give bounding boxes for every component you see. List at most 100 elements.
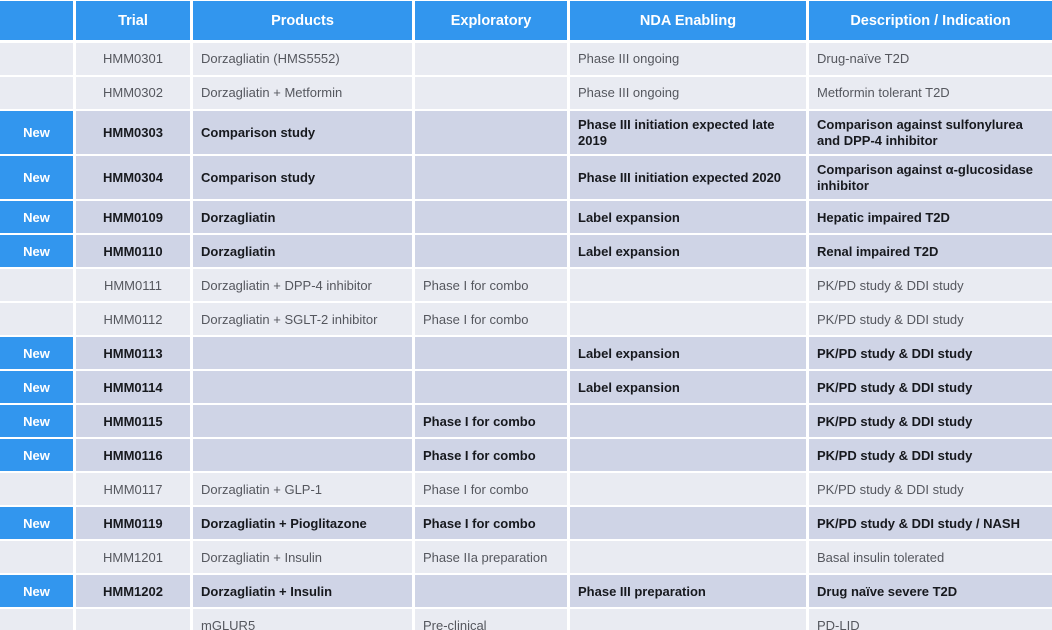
table-header: Trial Products Exploratory NDA Enabling … — [0, 1, 1052, 43]
nda-cell — [570, 541, 809, 576]
products-cell: Dorzagliatin + Insulin — [193, 575, 415, 610]
new-badge: New — [23, 209, 50, 225]
column-header-products: Products — [193, 1, 415, 43]
description-cell: PK/PD study & DDI study / NASH — [809, 507, 1052, 542]
trial-cell: HMM0119 — [76, 507, 193, 542]
products-cell: Dorzagliatin + Insulin — [193, 541, 415, 576]
column-header-new — [0, 1, 76, 43]
description-cell: PD-LID — [809, 609, 1052, 630]
description-cell: Basal insulin tolerated — [809, 541, 1052, 576]
description-cell: PK/PD study & DDI study — [809, 439, 1052, 474]
products-cell — [193, 439, 415, 474]
nda-cell: Label expansion — [570, 235, 809, 270]
header-row: Trial Products Exploratory NDA Enabling … — [0, 1, 1052, 43]
table-row: HMM1201 Dorzagliatin + Insulin Phase IIa… — [0, 541, 1052, 576]
new-badge: New — [23, 169, 50, 185]
nda-cell — [570, 439, 809, 474]
nda-cell: Phase III preparation — [570, 575, 809, 610]
table-row: HMM0111 Dorzagliatin + DPP-4 inhibitor P… — [0, 269, 1052, 304]
trial-cell: HMM0115 — [76, 405, 193, 440]
exploratory-cell: Phase I for combo — [415, 473, 570, 508]
description-cell: PK/PD study & DDI study — [809, 473, 1052, 508]
trial-cell: HMM0302 — [76, 77, 193, 111]
column-header-nda-enabling: NDA Enabling — [570, 1, 809, 43]
table-row: HMM0112 Dorzagliatin + SGLT-2 inhibitor … — [0, 303, 1052, 338]
exploratory-cell — [415, 235, 570, 270]
nda-cell: Phase III initiation expected late 2019 — [570, 111, 809, 157]
nda-cell — [570, 609, 809, 630]
new-badge: New — [23, 515, 50, 531]
new-badge-cell: New — [0, 371, 76, 406]
description-cell: PK/PD study & DDI study — [809, 405, 1052, 440]
table-row: New HMM0119 Dorzagliatin + Pioglitazone … — [0, 507, 1052, 542]
exploratory-cell: Pre-clinical — [415, 609, 570, 630]
table-row: New HMM1202 Dorzagliatin + Insulin Phase… — [0, 575, 1052, 610]
nda-cell: Label expansion — [570, 371, 809, 406]
nda-cell — [570, 473, 809, 508]
exploratory-cell — [415, 337, 570, 372]
new-badge: New — [23, 583, 50, 599]
description-cell: Drug-naïve T2D — [809, 43, 1052, 77]
description-cell: PK/PD study & DDI study — [809, 303, 1052, 338]
exploratory-cell — [415, 111, 570, 157]
exploratory-cell — [415, 575, 570, 610]
table-row: New HMM0114 Label expansion PK/PD study … — [0, 371, 1052, 406]
description-cell: Comparison against sulfonylurea and DPP-… — [809, 111, 1052, 157]
trial-cell: HMM0114 — [76, 371, 193, 406]
exploratory-cell: Phase I for combo — [415, 507, 570, 542]
products-cell: Comparison study — [193, 111, 415, 157]
products-cell: Comparison study — [193, 156, 415, 202]
description-cell: Metformin tolerant T2D — [809, 77, 1052, 111]
trial-cell: HMM1201 — [76, 541, 193, 576]
table-row: New HMM0113 Label expansion PK/PD study … — [0, 337, 1052, 372]
new-badge-cell — [0, 541, 76, 576]
table-row: HMM0117 Dorzagliatin + GLP-1 Phase I for… — [0, 473, 1052, 508]
nda-cell: Phase III ongoing — [570, 43, 809, 77]
products-cell: mGLUR5 — [193, 609, 415, 630]
exploratory-cell: Phase I for combo — [415, 269, 570, 304]
trial-cell: HMM0117 — [76, 473, 193, 508]
column-header-exploratory: Exploratory — [415, 1, 570, 43]
table-row: New HMM0116 Phase I for combo PK/PD stud… — [0, 439, 1052, 474]
table-row: New HMM0303 Comparison study Phase III i… — [0, 111, 1052, 157]
new-badge-cell — [0, 473, 76, 508]
table-row: HMM0302 Dorzagliatin + Metformin Phase I… — [0, 77, 1052, 111]
new-badge-cell: New — [0, 201, 76, 236]
table-row: HMM0301 Dorzagliatin (HMS5552) Phase III… — [0, 43, 1052, 77]
products-cell: Dorzagliatin + Metformin — [193, 77, 415, 111]
products-cell: Dorzagliatin + SGLT-2 inhibitor — [193, 303, 415, 338]
products-cell: Dorzagliatin + Pioglitazone — [193, 507, 415, 542]
products-cell — [193, 337, 415, 372]
new-badge-cell: New — [0, 111, 76, 157]
new-badge: New — [23, 345, 50, 361]
products-cell: Dorzagliatin + GLP-1 — [193, 473, 415, 508]
exploratory-cell: Phase I for combo — [415, 303, 570, 338]
table-row: New HMM0115 Phase I for combo PK/PD stud… — [0, 405, 1052, 440]
table-row: mGLUR5 Pre-clinical PD-LID — [0, 609, 1052, 630]
nda-cell: Label expansion — [570, 201, 809, 236]
products-cell: Dorzagliatin — [193, 235, 415, 270]
products-cell — [193, 371, 415, 406]
column-header-trial: Trial — [76, 1, 193, 43]
description-cell: Drug naïve severe T2D — [809, 575, 1052, 610]
trial-cell: HMM0116 — [76, 439, 193, 474]
trial-cell: HMM0304 — [76, 156, 193, 202]
new-badge-cell: New — [0, 405, 76, 440]
table-row: New HMM0304 Comparison study Phase III i… — [0, 156, 1052, 202]
trial-cell: HMM0111 — [76, 269, 193, 304]
new-badge-cell — [0, 77, 76, 111]
products-cell: Dorzagliatin — [193, 201, 415, 236]
description-cell: PK/PD study & DDI study — [809, 371, 1052, 406]
nda-cell: Phase III ongoing — [570, 77, 809, 111]
trial-cell: HMM0110 — [76, 235, 193, 270]
exploratory-cell: Phase I for combo — [415, 439, 570, 474]
new-badge: New — [23, 124, 50, 140]
new-badge-cell: New — [0, 439, 76, 474]
description-cell: Renal impaired T2D — [809, 235, 1052, 270]
exploratory-cell: Phase IIa preparation — [415, 541, 570, 576]
exploratory-cell — [415, 43, 570, 77]
new-badge-cell — [0, 43, 76, 77]
nda-cell — [570, 303, 809, 338]
new-badge-cell — [0, 609, 76, 630]
